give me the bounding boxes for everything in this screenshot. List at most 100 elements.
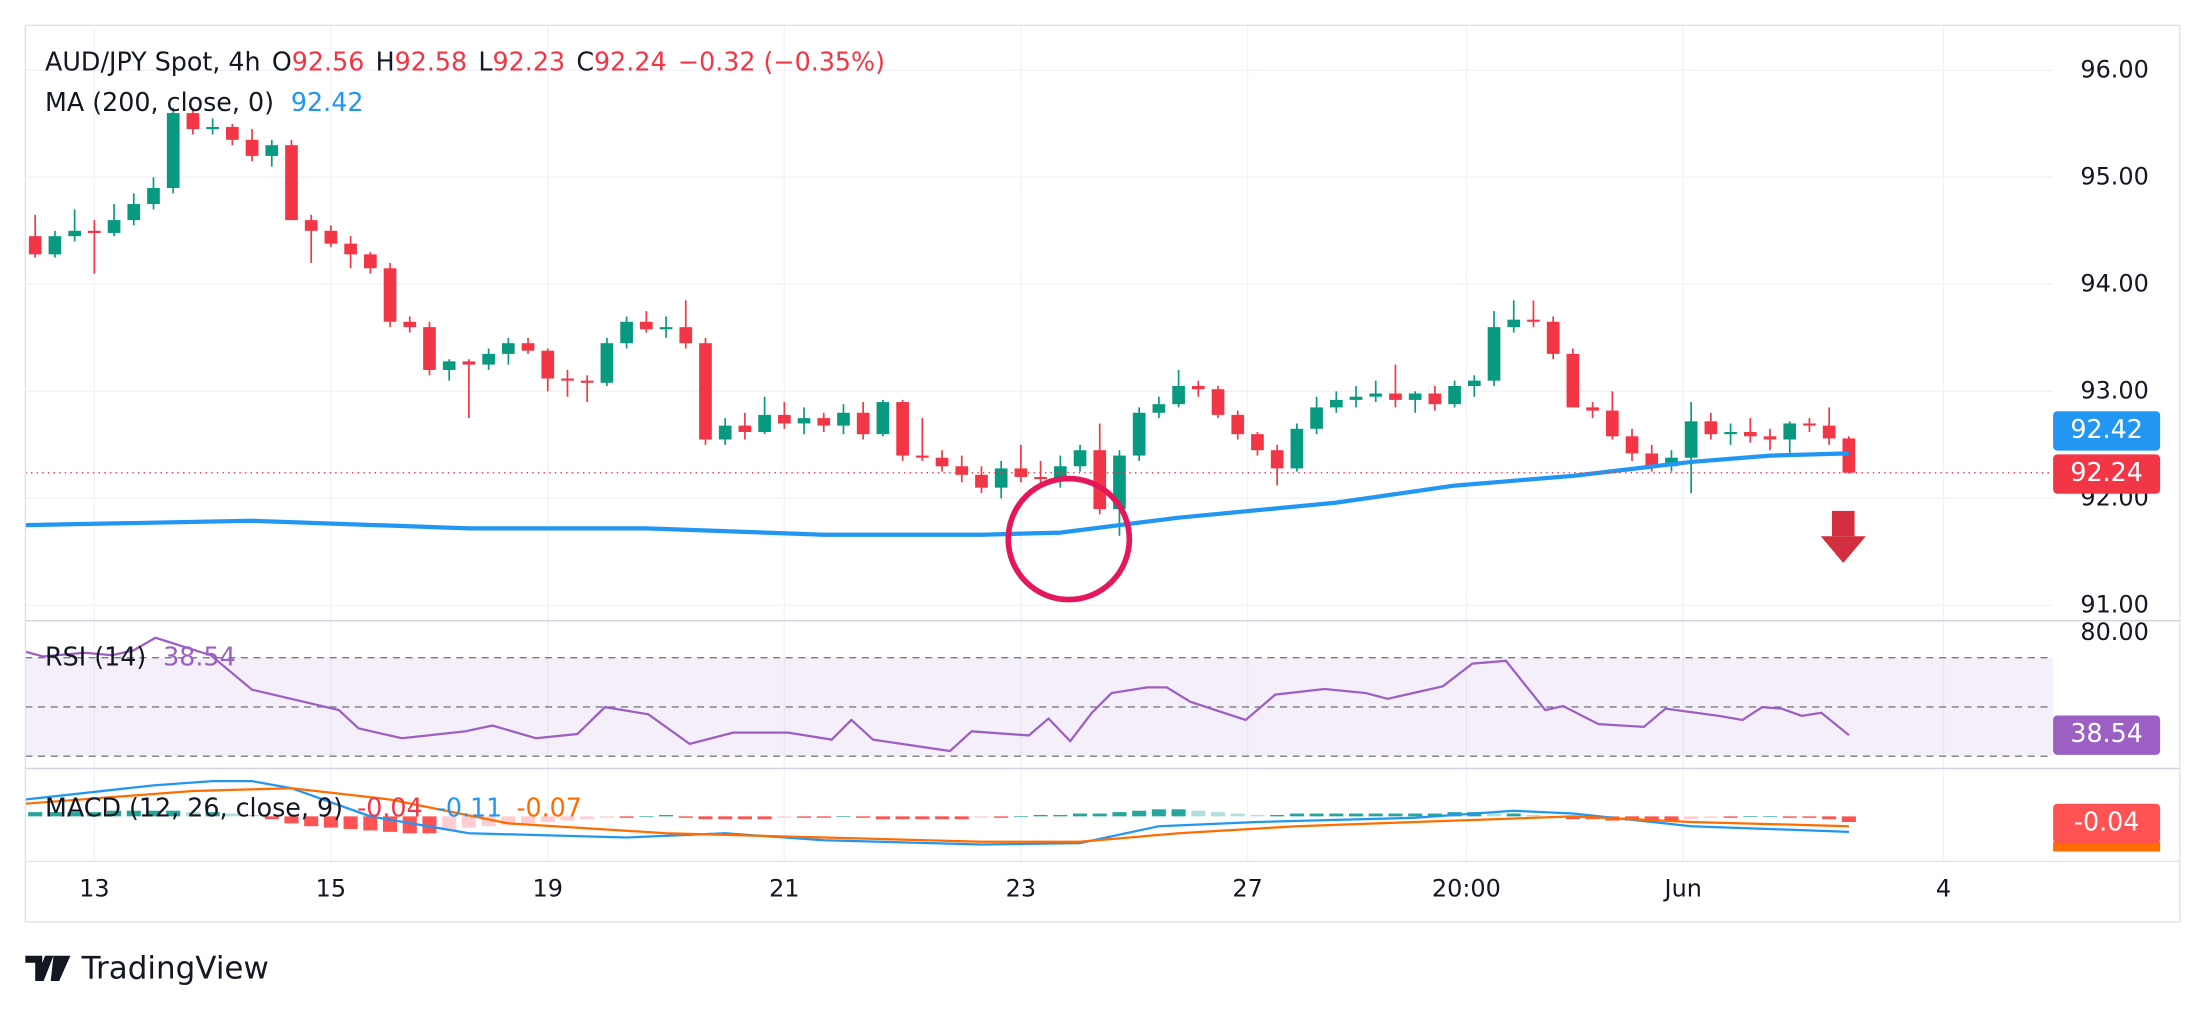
macd-histogram-bar <box>1053 814 1068 817</box>
candle-body <box>1053 466 1067 480</box>
grid <box>25 25 2054 862</box>
candle-body <box>186 113 200 130</box>
macd-histogram-bar <box>1171 809 1186 817</box>
close-value: 92.24 <box>594 46 667 76</box>
rsi-legend: RSI (14) 38.54 <box>45 642 236 672</box>
macd-histogram-bar <box>47 812 62 817</box>
macd-histogram-bar <box>1743 816 1758 818</box>
y-tick-label: 94.00 <box>2080 269 2149 297</box>
macd-histogram-bar <box>1289 813 1304 817</box>
macd-histogram-bar <box>1151 809 1166 817</box>
x-tick-label: 4 <box>1936 875 1951 903</box>
macd-histogram-bar <box>599 816 614 818</box>
candle-body <box>817 418 831 426</box>
candle-body <box>679 327 693 344</box>
candle-body <box>1172 385 1185 405</box>
ma-badge: 92.42 <box>2070 414 2143 444</box>
price-badge: 92.24 <box>2070 457 2143 487</box>
candle-body <box>1408 393 1422 400</box>
macd-histogram-bar <box>343 816 358 830</box>
macd-histogram-bar <box>87 812 102 817</box>
candle-body <box>68 230 81 237</box>
macd-histogram-bar <box>1526 814 1541 817</box>
high-value: 92.58 <box>395 46 468 76</box>
signal-value: -0.07 <box>516 792 582 822</box>
candle-body <box>600 343 614 383</box>
candle-body <box>1448 385 1461 405</box>
ma-line <box>25 451 1849 537</box>
rsi-line <box>25 636 1850 753</box>
candle-body <box>1231 414 1245 435</box>
candle-body <box>206 127 219 130</box>
x-tick-label: 21 <box>769 875 799 903</box>
candle-body <box>1842 438 1856 473</box>
rsi-badge-bg <box>2053 715 2161 755</box>
macd-histogram-bar <box>1230 813 1245 817</box>
macd-histogram-bar <box>146 810 161 817</box>
watermark: TradingView <box>81 950 269 986</box>
macd-histogram-bar <box>619 816 634 818</box>
candle-body <box>48 236 62 255</box>
macd-histogram-bar <box>1664 816 1679 821</box>
macd-histogram-bar <box>1388 813 1403 817</box>
candle-body <box>1428 393 1442 405</box>
rsi-tick-label: 80.00 <box>2080 618 2149 646</box>
macd-histogram-bar <box>915 816 930 820</box>
candle-body <box>344 243 357 255</box>
macd-histogram-bar <box>639 816 654 818</box>
macd-histogram-bar <box>836 816 851 818</box>
candle-body <box>147 188 160 205</box>
macd-histogram-bar <box>1348 813 1364 817</box>
candle-body <box>1290 428 1304 469</box>
ma-badge-bg <box>2053 411 2161 451</box>
candle-body <box>541 350 555 379</box>
close-label: C <box>576 46 594 76</box>
macd-histogram-bar <box>521 816 536 824</box>
low-label: L <box>478 46 492 76</box>
macd-histogram-bar <box>323 816 338 828</box>
macd-histogram-bar <box>1191 810 1206 817</box>
rsi-badge: 38.54 <box>2070 718 2143 748</box>
candle-body <box>699 343 712 440</box>
macd-histogram-bar <box>737 816 752 820</box>
candle-body <box>1389 393 1402 400</box>
macd-histogram-bar <box>1250 814 1265 817</box>
macd-histogram-bar <box>481 816 496 827</box>
candle-body <box>1349 396 1363 400</box>
y-tick-label: 96.00 <box>2080 55 2149 83</box>
highlight-circle <box>1005 475 1133 603</box>
candle-body <box>915 455 929 458</box>
macd-histogram-bar <box>1309 813 1324 817</box>
candle-body <box>521 343 535 351</box>
candle-body <box>1625 436 1639 454</box>
candle-body <box>1586 407 1599 411</box>
candle-body <box>28 236 42 255</box>
ma-value: 92.42 <box>291 87 364 117</box>
macd-histogram-bar <box>974 816 989 818</box>
candle-body <box>718 425 732 440</box>
candle-body <box>304 220 318 231</box>
macd-histogram-bar <box>1408 813 1423 817</box>
candle-body <box>1783 423 1797 440</box>
macd-histogram-bar <box>796 816 812 818</box>
candle-body <box>166 113 180 189</box>
x-tick-label: 23 <box>1006 875 1036 903</box>
macd-histogram-bar <box>67 812 82 817</box>
macd-histogram-bar <box>659 814 674 817</box>
candle-body <box>482 353 495 365</box>
candle-body <box>659 327 673 330</box>
y-tick-label: 91.00 <box>2080 590 2149 618</box>
x-tick-label: 19 <box>533 875 563 903</box>
candle-body <box>856 412 870 435</box>
macd-histogram-bar <box>875 816 890 820</box>
macd-histogram-bar <box>1112 812 1127 817</box>
candle-body <box>994 468 1008 488</box>
candle-body <box>1251 434 1264 451</box>
candle-body <box>1093 450 1107 510</box>
candle-body <box>896 402 909 456</box>
macd-histogram-bar <box>1486 813 1502 817</box>
candle-body <box>1329 399 1343 408</box>
open-value: 92.56 <box>292 46 365 76</box>
rsi-value: 38.54 <box>163 642 236 672</box>
candle-body <box>561 378 574 381</box>
